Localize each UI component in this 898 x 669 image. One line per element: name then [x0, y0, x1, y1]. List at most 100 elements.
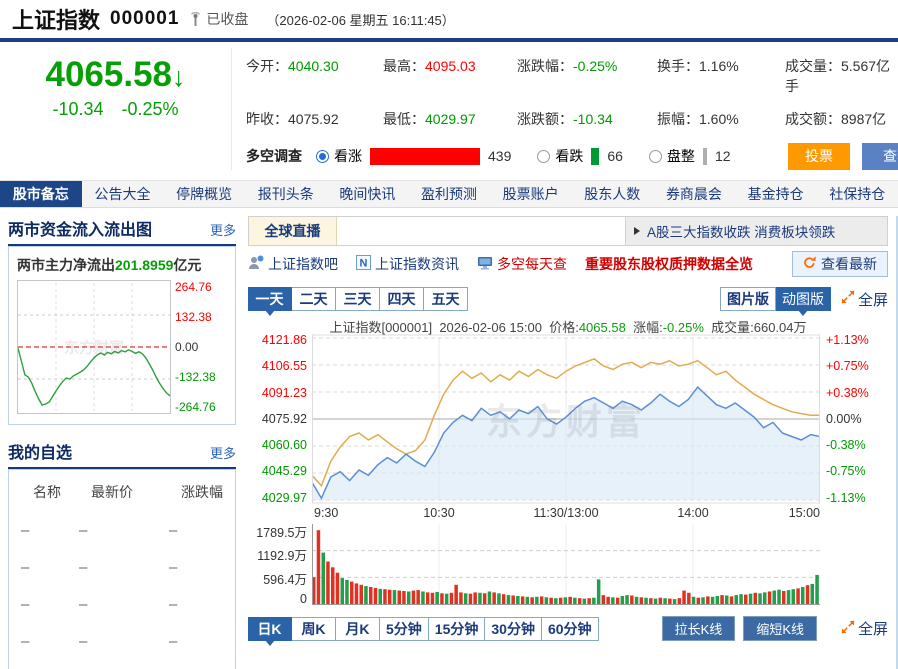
- stat-cell: 涨跌幅：-0.25%: [517, 58, 618, 74]
- table-row[interactable]: –––: [19, 660, 225, 669]
- news-icon: N: [356, 255, 371, 273]
- nav-tab[interactable]: 股市备忘: [0, 181, 82, 207]
- time-tabs-row: 一天 二天 三天 四天 五天 图片版 动图版 全屏: [248, 284, 888, 316]
- kline-tabs-row: 日K 周K 月K 5分钟 15分钟 30分钟 60分钟 拉长K线 缩短K线 全屏: [248, 616, 888, 646]
- kline-tab[interactable]: 周K: [292, 616, 336, 641]
- market-status: 已收盘: [189, 9, 248, 29]
- table-row[interactable]: –––: [21, 596, 178, 613]
- shrink-kline-button[interactable]: 缩短K线: [743, 616, 817, 641]
- kline-tabs: 日K 周K 月K 5分钟 15分钟 30分钟 60分钟: [248, 616, 599, 646]
- nav-tabs: 股市备忘 公告大全 停牌概览 报刊头条 晚间快讯 盈利预测 股票账户 股东人数 券商晨会 基金持仓…: [0, 180, 898, 208]
- page-header: 上证指数 000001 已收盘 （2026-02-06 星期五 16:11:45…: [0, 0, 898, 38]
- time-tab[interactable]: 三天: [336, 287, 380, 311]
- nav-tab[interactable]: 社保持仓: [829, 186, 886, 202]
- live-ticker: 全球直播 A股三大指数收跌 消费板块领跌: [248, 216, 888, 246]
- pledge-data-link[interactable]: 重要股东股权质押数据全览: [585, 256, 753, 272]
- stock-title: 上证指数: [12, 8, 101, 33]
- stock-bar-link[interactable]: 上证指数吧: [248, 254, 338, 274]
- fullscreen-button[interactable]: 全屏: [841, 289, 888, 310]
- stats-grid: 今开：4040.30 最高：4095.03 涨跌幅：-0.25% 换手：1.16% 成交…: [246, 52, 898, 129]
- survey-bar: [370, 147, 480, 165]
- stat-cell: 换手：1.16%: [657, 58, 739, 74]
- stat-cell: 涨跌额：-10.34: [517, 111, 613, 127]
- nav-tab[interactable]: 盈利预测: [421, 186, 478, 202]
- vote-button[interactable]: 投票: [788, 142, 850, 170]
- daily-survey-link[interactable]: 多空每天查: [477, 254, 567, 274]
- volume-ylabels: 1789.5万 1192.9万 596.4万 0: [256, 526, 307, 606]
- nav-tab[interactable]: 股东人数: [584, 186, 641, 202]
- price-change: -10.34 -0.25%: [0, 99, 231, 120]
- picture-version-tab[interactable]: 图片版: [719, 287, 776, 311]
- nav-tab[interactable]: 晚间快讯: [339, 186, 396, 202]
- ticker-headline[interactable]: A股三大指数收跌 消费板块领跌: [625, 217, 887, 245]
- table-row[interactable]: –––: [21, 559, 178, 576]
- money-flow-header: 两市资金流入流出图 更多: [8, 216, 236, 246]
- money-flow-panel: 两市主力净流出201.8959亿元 东方财富 264.76 132.38 0.00-…: [8, 246, 236, 425]
- index-news-link[interactable]: N 上证指数资讯: [356, 254, 459, 274]
- current-price: 4065.58: [45, 55, 173, 94]
- kline-tab[interactable]: 15分钟: [428, 616, 486, 641]
- nav-tab[interactable]: 报刊头条: [257, 186, 314, 202]
- down-arrow-icon: ↓: [172, 62, 186, 92]
- view-latest-button[interactable]: 查看最新: [792, 251, 888, 277]
- radio-icon[interactable]: [648, 149, 662, 163]
- quick-links-row: 上证指数吧 N 上证指数资讯 多空每天查 重要股东股权质押数据全览 查看最新: [248, 246, 888, 282]
- stretch-kline-button[interactable]: 拉长K线: [661, 616, 736, 641]
- animated-version-tab[interactable]: 动图版: [775, 287, 831, 316]
- nav-tab[interactable]: 券商晨会: [665, 186, 722, 202]
- money-flow-ylabels: 264.76 132.38 0.00 -132.38 -264.76: [175, 280, 216, 414]
- money-flow-more-link[interactable]: 更多: [209, 223, 236, 238]
- expand-icon: [841, 619, 855, 638]
- view-results-button[interactable]: 查看: [862, 142, 898, 170]
- fullscreen-button-bottom[interactable]: 全屏: [841, 618, 888, 639]
- nav-tab[interactable]: 股票账户: [502, 186, 559, 202]
- kline-tab[interactable]: 月K: [336, 616, 380, 641]
- header-datetime: （2026-02-06 星期五 16:11:45）: [266, 12, 455, 28]
- ticker-scroll-area: [337, 217, 625, 245]
- time-tab[interactable]: 五天: [424, 287, 468, 311]
- watchlist-more-link[interactable]: 更多: [209, 446, 236, 461]
- survey-option[interactable]: 盘整 12: [648, 146, 731, 166]
- expand-icon: [841, 290, 855, 308]
- time-tab[interactable]: 一天: [248, 287, 292, 316]
- kline-tab[interactable]: 60分钟: [541, 616, 599, 641]
- chart-caption: 上证指数[000001] 2026-02-06 15:00 价格:4065.58…: [329, 320, 807, 335]
- kline-tab[interactable]: 日K: [248, 616, 292, 646]
- time-axis: 9:30 10:30 11:30/13:00 14:00 15:00: [314, 506, 820, 520]
- time-tabs: 一天 二天 三天 四天 五天: [248, 287, 468, 316]
- money-flow-chart: 东方财富: [17, 280, 171, 414]
- refresh-icon: [803, 256, 816, 272]
- main-panel: 全球直播 A股三大指数收跌 消费板块领跌 上证指数吧 N 上证指数资讯: [240, 216, 898, 669]
- monitor-icon: [477, 256, 493, 273]
- table-row[interactable]: –––: [21, 522, 178, 539]
- live-label: 全球直播: [249, 217, 337, 245]
- money-flow-subtitle: 两市主力净流出201.8959亿元: [17, 257, 202, 273]
- price-chart: 东方财富: [312, 334, 820, 504]
- watchlist-title: 我的自选: [8, 445, 73, 462]
- table-row[interactable]: –––: [21, 633, 178, 650]
- nav-tab[interactable]: 基金持仓: [747, 186, 804, 202]
- caption-volume: 660.04万: [753, 320, 807, 335]
- svg-text:N: N: [360, 258, 368, 270]
- quote-summary: 4065.58↓ -10.34 -0.25% 今开：4040.30 最高：4095…: [0, 42, 898, 170]
- time-tab[interactable]: 二天: [292, 287, 336, 311]
- price-block: 4065.58↓ -10.34 -0.25%: [0, 48, 232, 170]
- survey-option[interactable]: 看涨 439: [316, 146, 511, 166]
- nav-tab[interactable]: 停牌概览: [176, 186, 233, 202]
- money-flow-title: 两市资金流入流出图: [8, 222, 153, 239]
- person-icon: [248, 255, 264, 273]
- survey-option[interactable]: 看跌 66: [537, 146, 623, 166]
- radio-icon[interactable]: [316, 149, 329, 163]
- nav-tab[interactable]: 公告大全: [94, 186, 151, 202]
- kline-tab[interactable]: 30分钟: [485, 616, 542, 641]
- radio-icon[interactable]: [537, 149, 551, 163]
- kline-tab[interactable]: 5分钟: [380, 616, 429, 641]
- time-tab[interactable]: 四天: [380, 287, 424, 311]
- stat-cell: 成交额：8987亿: [785, 111, 887, 127]
- stat-cell: 最高：4095.03: [383, 58, 476, 74]
- money-flow-value: 201.8959: [115, 257, 174, 273]
- survey-bar: [591, 147, 600, 165]
- survey-options: 看涨 439 看跌 66 盘整 12: [316, 146, 757, 166]
